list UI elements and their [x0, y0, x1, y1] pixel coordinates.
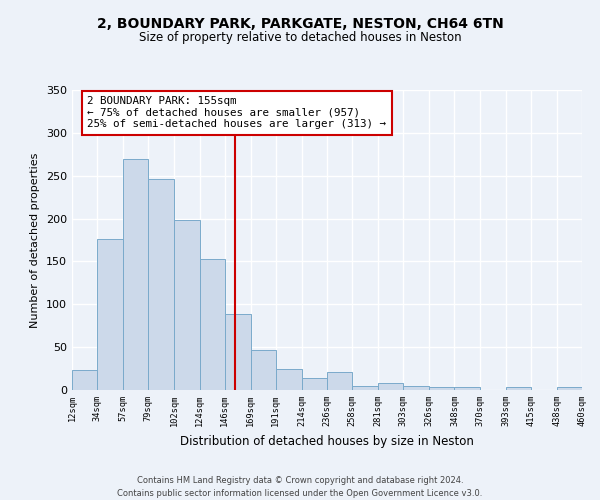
Bar — [352, 386, 378, 390]
Bar — [302, 378, 327, 390]
Text: Contains HM Land Registry data © Crown copyright and database right 2024.
Contai: Contains HM Land Registry data © Crown c… — [118, 476, 482, 498]
Bar — [403, 386, 430, 390]
Bar — [72, 370, 97, 390]
Bar — [175, 220, 199, 390]
X-axis label: Distribution of detached houses by size in Neston: Distribution of detached houses by size … — [180, 434, 474, 448]
Bar — [276, 368, 302, 390]
Bar — [148, 179, 175, 390]
Text: 2 BOUNDARY PARK: 155sqm
← 75% of detached houses are smaller (957)
25% of semi-d: 2 BOUNDARY PARK: 155sqm ← 75% of detache… — [88, 96, 386, 129]
Bar — [97, 239, 123, 390]
Bar — [224, 314, 251, 390]
Bar — [455, 386, 479, 390]
Bar — [123, 158, 148, 390]
Text: Size of property relative to detached houses in Neston: Size of property relative to detached ho… — [139, 31, 461, 44]
Bar — [506, 386, 531, 390]
Bar — [199, 259, 224, 390]
Bar — [327, 372, 352, 390]
Bar — [378, 383, 403, 390]
Y-axis label: Number of detached properties: Number of detached properties — [31, 152, 40, 328]
Bar — [251, 350, 276, 390]
Text: 2, BOUNDARY PARK, PARKGATE, NESTON, CH64 6TN: 2, BOUNDARY PARK, PARKGATE, NESTON, CH64… — [97, 18, 503, 32]
Bar — [430, 386, 455, 390]
Bar — [557, 386, 582, 390]
